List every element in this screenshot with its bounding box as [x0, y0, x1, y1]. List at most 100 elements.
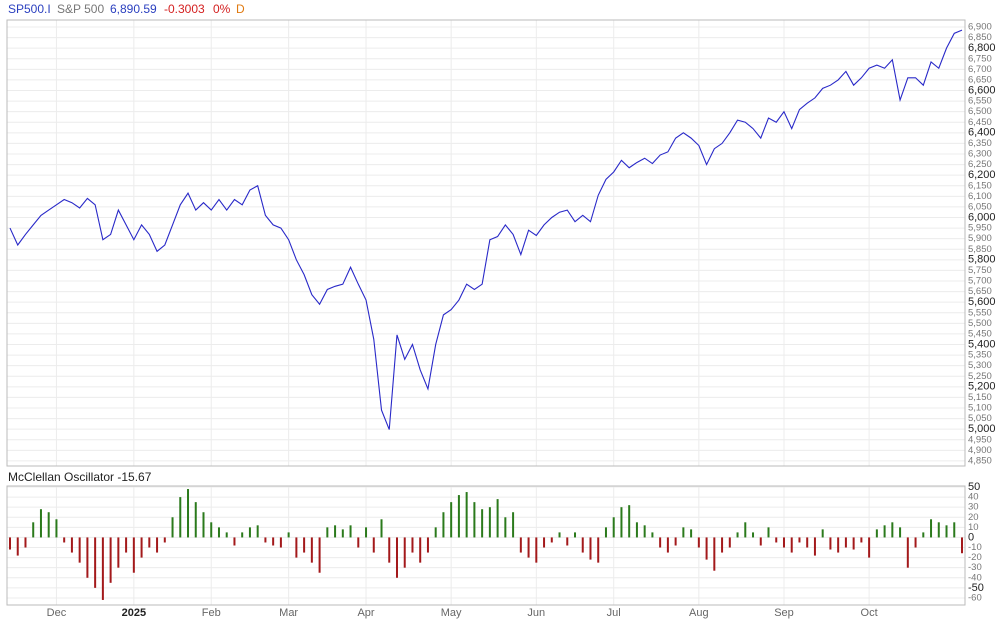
- oscillator-bar: [419, 537, 422, 563]
- oscillator-bar: [101, 537, 104, 600]
- y-tick-label: 5,700: [968, 276, 992, 287]
- oscillator-bar: [930, 519, 933, 538]
- oscillator-bar: [163, 537, 166, 543]
- oscillator-bar: [63, 537, 66, 543]
- oscillator-bar: [465, 492, 468, 538]
- oscillator-bar: [852, 537, 855, 550]
- oscillator-bar: [782, 537, 785, 548]
- oscillator-bar: [16, 537, 19, 556]
- y-tick-label: 5,850: [968, 244, 992, 255]
- y-tick-label: -40: [968, 572, 982, 583]
- oscillator-bar: [953, 522, 956, 538]
- x-tick-label: Dec: [47, 607, 67, 619]
- oscillator-bar: [775, 537, 778, 543]
- y-tick-label: 6,100: [968, 191, 992, 202]
- oscillator-bar: [883, 525, 886, 538]
- y-tick-label: 4,950: [968, 434, 992, 445]
- oscillator-bar: [334, 525, 337, 538]
- oscillator-bar: [566, 537, 569, 546]
- oscillator-bar: [388, 537, 391, 563]
- y-tick-label: 6,650: [968, 74, 992, 85]
- oscillator-bar: [674, 537, 677, 546]
- oscillator-bar: [721, 537, 724, 553]
- header-change: -0.3003: [164, 2, 205, 16]
- oscillator-bar: [922, 532, 925, 538]
- oscillator-bar: [125, 537, 128, 553]
- oscillator-bar: [550, 537, 553, 543]
- oscillator-bar: [759, 537, 762, 546]
- y-tick-label: 40: [968, 492, 979, 503]
- x-tick-label: Sep: [774, 607, 794, 619]
- y-tick-label: 6,350: [968, 138, 992, 149]
- oscillator-bar: [481, 509, 484, 538]
- oscillator-bar: [744, 522, 747, 538]
- x-tick-label: Feb: [202, 607, 221, 619]
- oscillator-bar: [798, 537, 801, 543]
- oscillator-bar: [527, 537, 530, 558]
- oscillator-bar: [535, 537, 538, 563]
- y-tick-label: -20: [968, 552, 982, 563]
- y-tick-label: 5,200: [968, 381, 996, 393]
- y-tick-label: 5,250: [968, 371, 992, 382]
- oscillator-bar: [620, 507, 623, 538]
- y-tick-label: 5,050: [968, 413, 992, 424]
- y-tick-label: 5,550: [968, 307, 992, 318]
- oscillator-bar: [844, 537, 847, 548]
- oscillator-bar: [713, 537, 716, 571]
- oscillator-bar: [202, 512, 205, 538]
- oscillator-bar: [341, 529, 344, 538]
- oscillator-bar: [210, 522, 213, 538]
- oscillator-bar: [39, 509, 42, 538]
- y-tick-label: 5,450: [968, 328, 992, 339]
- oscillator-bar: [442, 512, 445, 538]
- y-tick-label: 4,900: [968, 445, 992, 456]
- oscillator-bar: [697, 537, 700, 548]
- oscillator-bar: [156, 537, 159, 553]
- panel-border: [6, 19, 966, 467]
- y-tick-label: 6,450: [968, 117, 992, 128]
- oscillator-bar: [241, 532, 244, 538]
- oscillator-bar: [860, 537, 863, 543]
- oscillator-bar: [365, 527, 368, 538]
- oscillator-bar: [767, 527, 770, 538]
- oscillator-bar: [9, 537, 11, 550]
- y-tick-label: 50: [968, 481, 980, 493]
- y-tick-label: 6,800: [968, 42, 996, 54]
- y-tick-label: 5,300: [968, 360, 992, 371]
- y-tick-label: 6,000: [968, 211, 996, 223]
- y-tick-label: 5,650: [968, 286, 992, 297]
- oscillator-bar: [187, 489, 190, 538]
- oscillator-bar: [690, 529, 693, 538]
- oscillator-bar: [272, 537, 275, 546]
- y-tick-label: 4,850: [968, 455, 992, 466]
- y-tick-label: 5,400: [968, 338, 996, 350]
- oscillator-bar: [264, 537, 267, 543]
- oscillator-bar: [450, 502, 453, 538]
- oscillator-bar: [24, 537, 27, 548]
- oscillator-bar: [403, 537, 406, 568]
- y-tick-label: 6,150: [968, 180, 992, 191]
- oscillator-bar: [132, 537, 135, 573]
- y-tick-label: 5,750: [968, 265, 992, 276]
- oscillator-bar: [682, 527, 685, 538]
- oscillator-bar: [512, 512, 515, 538]
- y-tick-label: 6,700: [968, 64, 992, 75]
- oscillator-bar: [395, 537, 398, 578]
- oscillator-bar: [86, 537, 89, 578]
- oscillator-bar: [434, 527, 437, 538]
- x-tick-label: Oct: [861, 607, 878, 619]
- x-tick-label: Jun: [527, 607, 545, 619]
- y-tick-label: 6,750: [968, 53, 992, 64]
- y-tick-label: -60: [968, 592, 982, 603]
- oscillator-bar: [752, 532, 755, 538]
- y-tick-label: 6,900: [968, 22, 992, 33]
- y-tick-label: 5,100: [968, 403, 992, 414]
- header-period: D: [236, 2, 245, 16]
- oscillator-bar: [32, 522, 35, 538]
- oscillator-bar: [426, 537, 429, 553]
- header-name: S&P 500: [57, 2, 104, 16]
- x-tick-label: Apr: [357, 607, 374, 619]
- oscillator-bar: [326, 527, 329, 538]
- grid: [7, 20, 965, 605]
- oscillator-bar: [597, 537, 600, 563]
